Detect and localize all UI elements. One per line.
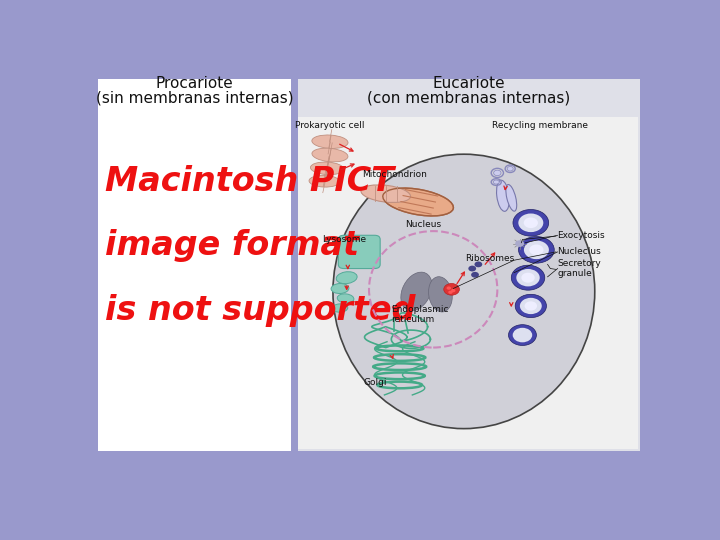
Circle shape xyxy=(508,325,536,346)
Text: Ribosomes: Ribosomes xyxy=(465,254,514,262)
Bar xyxy=(297,79,639,451)
Circle shape xyxy=(518,237,554,263)
Circle shape xyxy=(521,273,535,282)
Ellipse shape xyxy=(336,272,357,284)
Circle shape xyxy=(513,210,549,236)
Bar xyxy=(99,79,291,451)
Ellipse shape xyxy=(497,180,509,211)
Circle shape xyxy=(446,286,451,290)
Circle shape xyxy=(520,298,541,314)
Ellipse shape xyxy=(428,276,452,312)
Text: Procariote: Procariote xyxy=(156,76,233,91)
Text: Lysosome: Lysosome xyxy=(322,235,366,244)
Circle shape xyxy=(523,218,538,228)
Ellipse shape xyxy=(310,162,344,174)
Ellipse shape xyxy=(494,170,501,176)
Circle shape xyxy=(516,294,546,318)
Text: Golgi: Golgi xyxy=(364,379,387,387)
Bar xyxy=(297,117,638,449)
Text: Secretory
granule: Secretory granule xyxy=(557,259,601,278)
Text: Nucleclus: Nucleclus xyxy=(557,247,601,256)
Ellipse shape xyxy=(383,188,454,216)
Ellipse shape xyxy=(312,148,348,162)
Ellipse shape xyxy=(337,294,354,303)
Circle shape xyxy=(516,240,524,247)
FancyBboxPatch shape xyxy=(338,235,380,268)
Circle shape xyxy=(518,213,544,232)
Ellipse shape xyxy=(401,272,432,310)
Circle shape xyxy=(449,291,453,294)
Text: Prokaryotic cell: Prokaryotic cell xyxy=(295,120,365,130)
Text: Exocytosis: Exocytosis xyxy=(557,231,606,240)
Ellipse shape xyxy=(493,180,499,184)
Circle shape xyxy=(516,269,540,286)
Ellipse shape xyxy=(444,284,459,295)
Ellipse shape xyxy=(309,176,340,187)
Text: (con membranas internas): (con membranas internas) xyxy=(367,91,570,105)
Ellipse shape xyxy=(312,135,348,148)
Ellipse shape xyxy=(332,304,348,312)
Text: image format: image format xyxy=(105,229,359,262)
Ellipse shape xyxy=(333,154,595,429)
Circle shape xyxy=(524,240,549,259)
Text: (sin membranas internas): (sin membranas internas) xyxy=(96,91,294,105)
Ellipse shape xyxy=(361,185,410,202)
Circle shape xyxy=(468,266,476,272)
Circle shape xyxy=(451,289,456,292)
Ellipse shape xyxy=(507,166,513,171)
Circle shape xyxy=(525,301,537,310)
Ellipse shape xyxy=(506,185,517,211)
Ellipse shape xyxy=(331,284,349,294)
Text: is not supported: is not supported xyxy=(105,294,415,327)
Circle shape xyxy=(471,272,479,278)
Text: Macintosh PICT: Macintosh PICT xyxy=(105,165,394,198)
Text: Nucleus: Nucleus xyxy=(405,220,442,230)
Circle shape xyxy=(511,265,545,290)
Text: Eucariote: Eucariote xyxy=(432,76,505,91)
Circle shape xyxy=(529,245,544,255)
Text: Recycling membrane: Recycling membrane xyxy=(492,120,588,130)
Text: Endoplasmic
reticulum: Endoplasmic reticulum xyxy=(392,305,449,324)
Text: Mitochondrion: Mitochondrion xyxy=(361,171,426,179)
Circle shape xyxy=(474,261,482,267)
Circle shape xyxy=(513,328,532,342)
